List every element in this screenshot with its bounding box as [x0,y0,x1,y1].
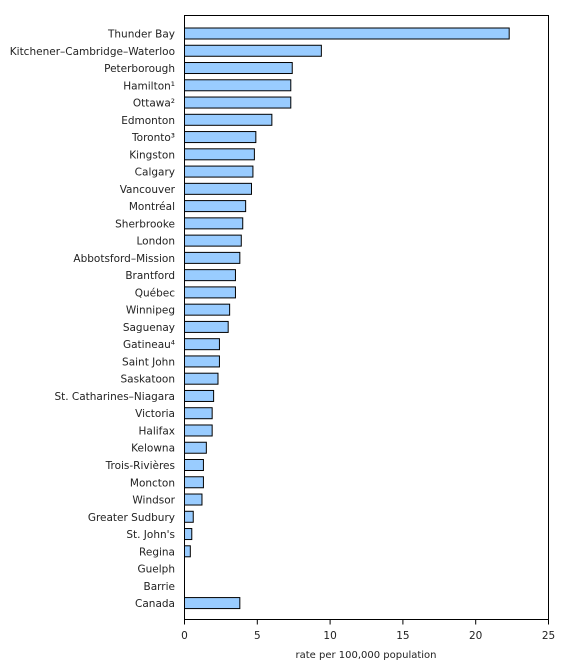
category-label-23: Halifax [138,425,175,437]
bar-30 [184,545,191,558]
bar-1 [184,44,322,57]
category-label-13: Abbotsford–Mission [73,253,175,265]
category-label-20: Saskatoon [120,374,175,386]
category-label-11: Sherbrooke [115,218,175,230]
bar-33 [184,597,241,610]
bar-6 [184,131,257,144]
category-label-33: Canada [135,598,175,610]
category-label-2: Peterborough [104,63,175,75]
bar-15 [184,286,236,299]
bar-10 [184,200,247,213]
bar-12 [184,234,242,247]
x-tick-label-0: 0 [181,630,188,642]
category-label-22: Victoria [135,408,175,420]
category-label-17: Saguenay [123,322,175,334]
x-tick-label-1: 5 [254,630,261,642]
x-tick-label-3: 15 [396,630,409,642]
bar-13 [184,251,241,264]
bar-17 [184,320,229,333]
bar-24 [184,441,207,454]
category-label-28: Greater Sudbury [88,512,175,524]
bar-2 [184,62,293,75]
bar-26 [184,476,204,489]
bar-22 [184,407,213,420]
category-label-6: Toronto³ [131,132,175,144]
bar-0 [184,27,510,40]
category-label-5: Edmonton [121,115,175,127]
category-label-32: Barrie [144,581,175,593]
bar-29 [184,528,193,541]
bar-8 [184,165,254,178]
category-label-1: Kitchener–Cambridge–Waterloo [10,46,175,58]
category-label-19: Saint John [122,356,175,368]
category-label-12: London [137,236,176,248]
bar-27 [184,493,203,506]
bar-28 [184,510,194,523]
bar-16 [184,303,231,316]
category-label-15: Québec [135,287,176,299]
category-label-24: Kelowna [131,443,175,455]
x-axis-ticks: 0 5 10 15 20 25 [181,619,555,642]
category-label-0: Thunder Bay [107,29,175,41]
bar-7 [184,148,255,161]
category-label-10: Montréal [129,201,175,213]
x-tick-label-2: 10 [323,630,336,642]
category-label-29: St. John's [126,529,175,541]
bar-23 [184,424,213,437]
category-label-3: Hamilton¹ [123,80,175,92]
category-label-21: St. Catharines–Niagara [54,391,175,403]
bar-20 [184,372,219,385]
bar-9 [184,182,252,195]
category-label-9: Vancouver [120,184,176,196]
bar-3 [184,79,292,92]
category-label-25: Trois-Rivières [105,460,175,472]
bar-4 [184,96,292,109]
bar-18 [184,338,220,351]
category-label-16: Winnipeg [126,305,175,317]
category-label-27: Windsor [132,495,175,507]
x-tick-label-4: 20 [469,630,482,642]
category-label-14: Brantford [125,270,175,282]
x-axis-title: rate per 100,000 population [295,650,436,661]
category-labels: Thunder Bay Kitchener–Cambridge–Waterloo P… [10,29,176,611]
bar-5 [184,113,273,126]
bar-19 [184,355,220,368]
category-label-18: Gatineau⁴ [123,339,175,351]
bar-21 [184,389,215,402]
bar-25 [184,459,204,471]
category-label-26: Moncton [130,477,175,489]
bar-14 [184,269,236,282]
bars-group [184,27,510,610]
category-label-31: Guelph [138,564,176,576]
bar-11 [184,217,244,230]
category-label-8: Calgary [135,167,175,179]
category-label-30: Regina [139,546,175,558]
category-label-7: Kingston [129,149,175,161]
category-label-4: Ottawa² [133,98,175,110]
plot-frame [184,15,549,620]
x-tick-label-5: 25 [542,630,555,642]
